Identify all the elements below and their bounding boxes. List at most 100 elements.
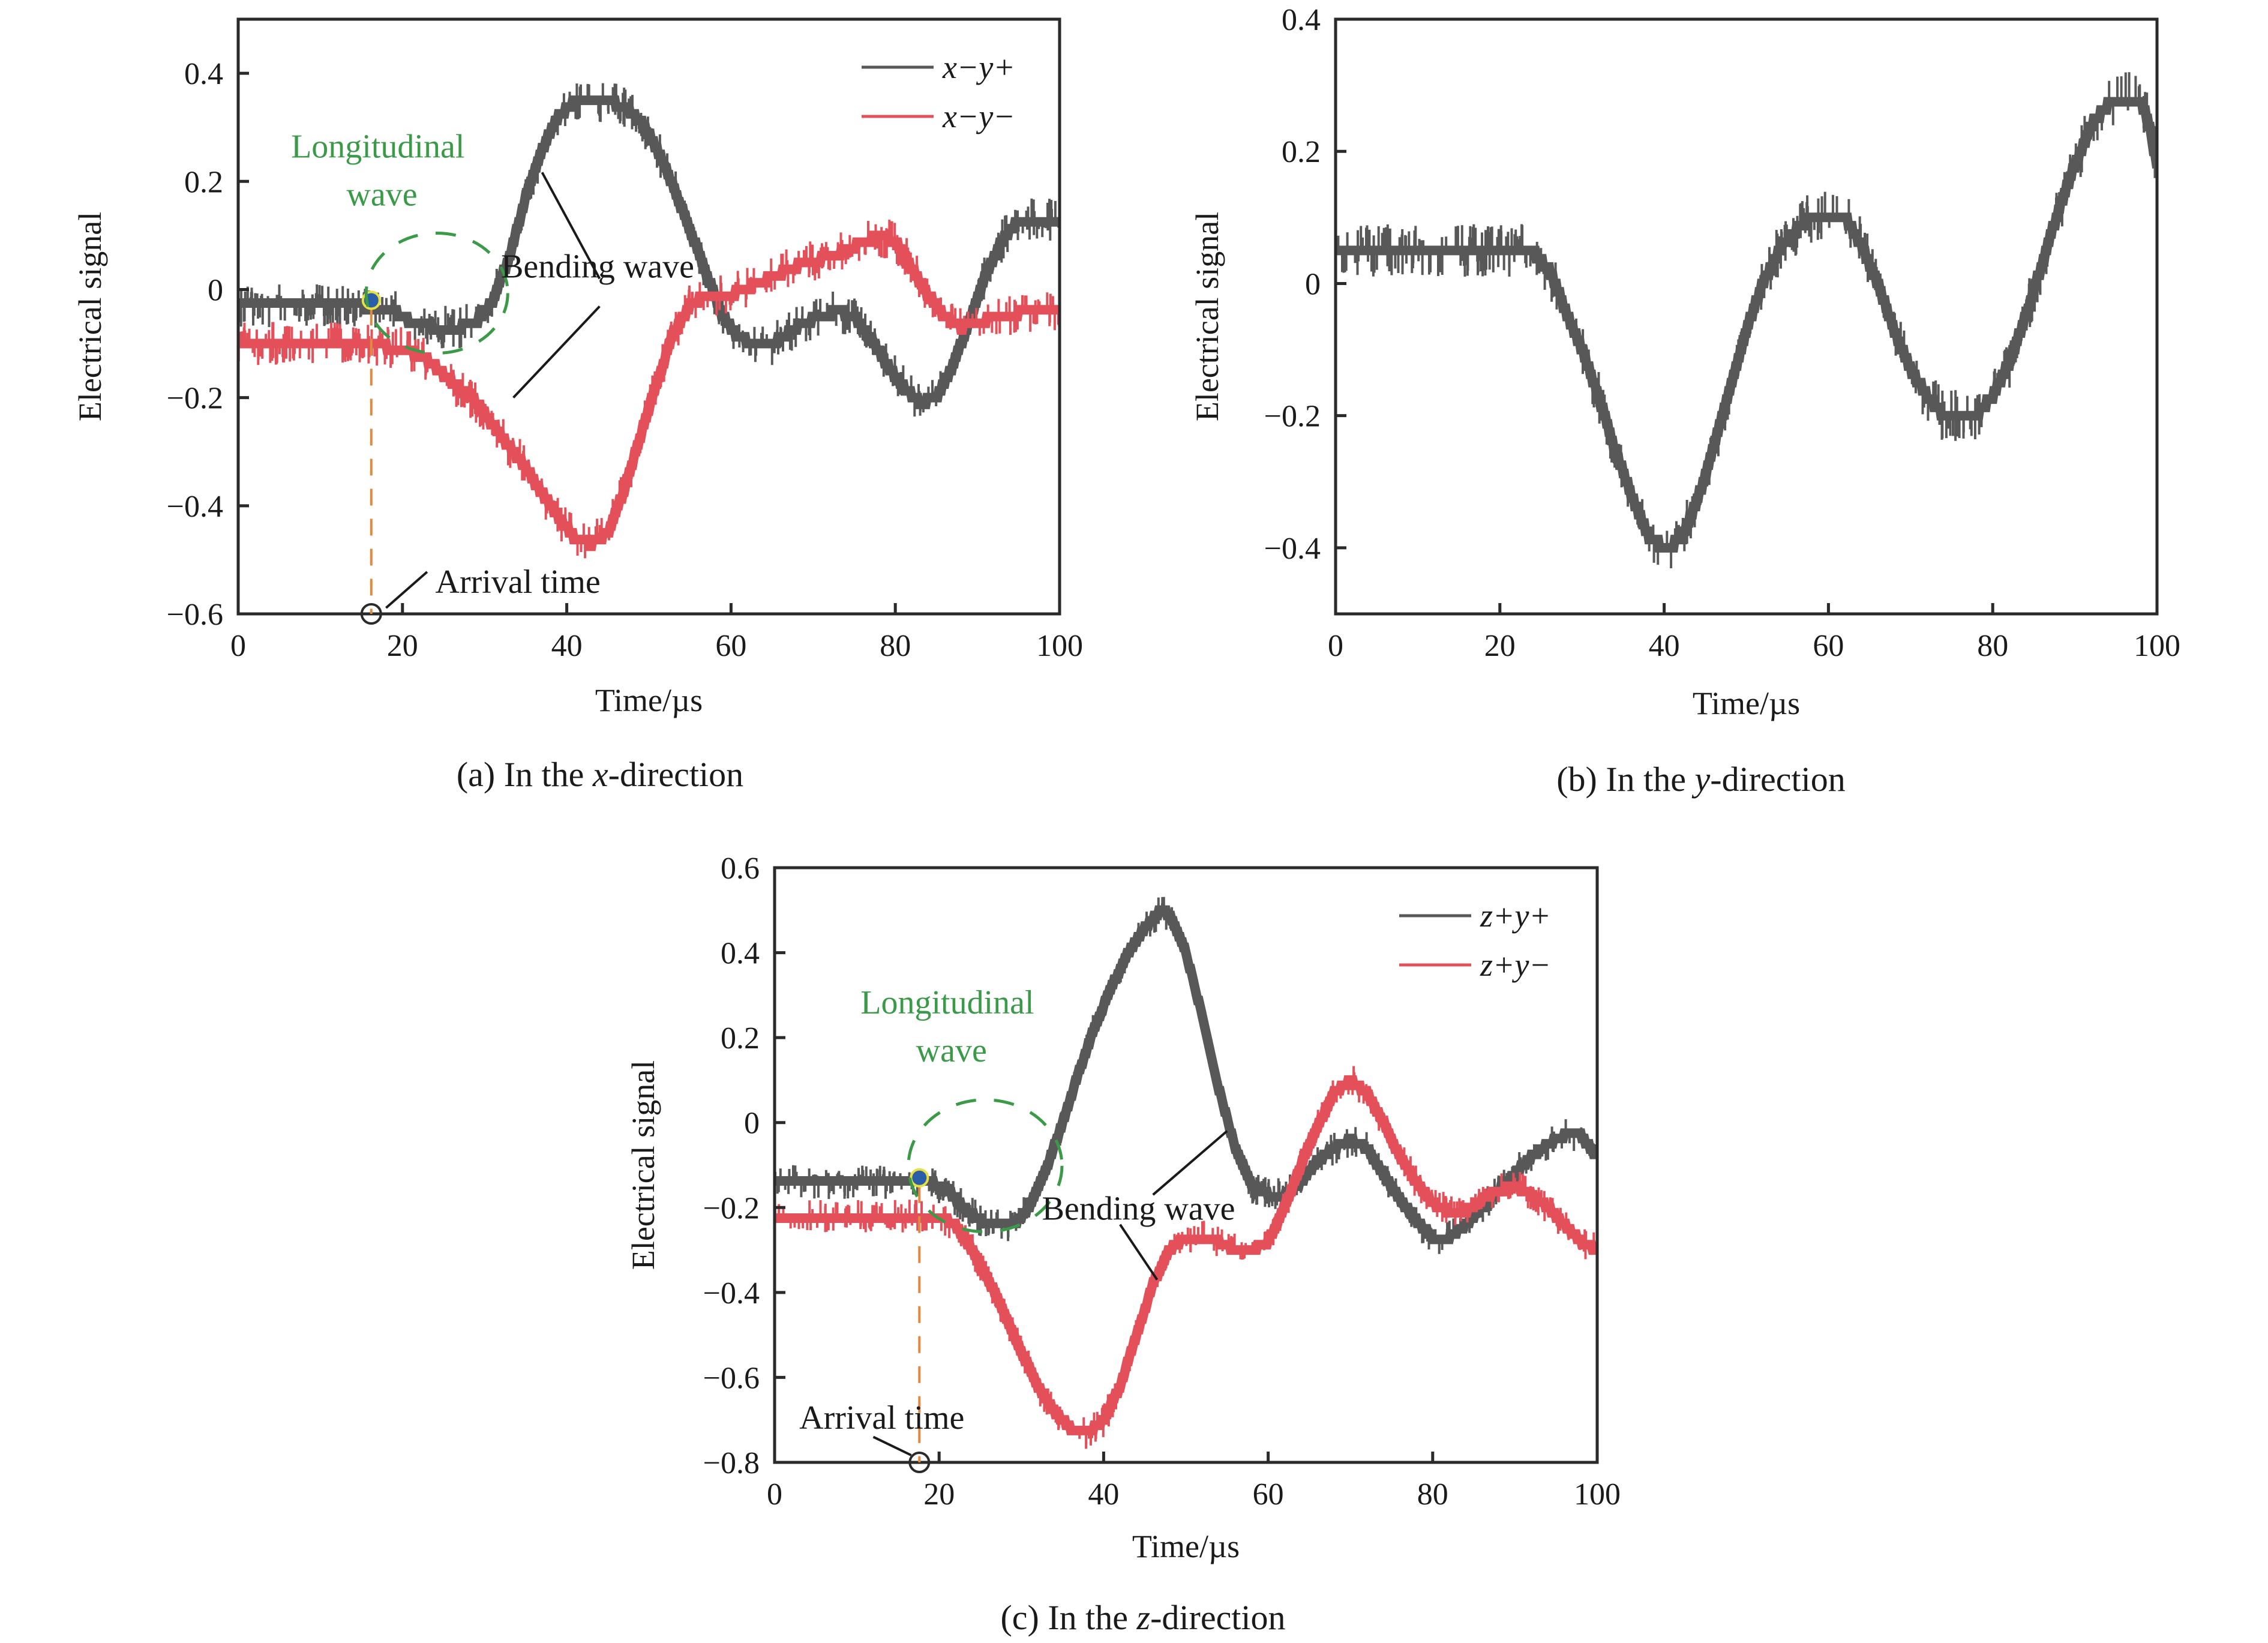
x-tick-label: 0 [230,629,246,663]
arrival-pointer-line [385,571,428,609]
arrival-pointer-line [872,1435,912,1456]
y-tick-label: 0.4 [1282,3,1321,37]
y-tick-label: −0.6 [167,598,223,632]
series-noise [238,83,1060,417]
y-tick-label: −0.6 [703,1361,760,1395]
series-x−y− [238,220,1060,559]
y-tick-label: 0.2 [1282,135,1321,169]
bending-pointer-line [541,172,601,280]
legend-label: x−y+ [942,49,1015,85]
arrival-time-circle-icon [908,1452,931,1473]
plot-frame [1334,17,2159,616]
chart-c: 0 20 40 60 80 100 −0.8 −0.6 −0.4 −0.2 0 0.2 0.4 0.6 Ti… [625,852,1621,1637]
bending-pointer-line [1152,1130,1228,1196]
plot-frame [773,866,1599,1464]
caption-part: (b) In the [1556,760,1694,799]
x-tick-label: 60 [715,629,746,663]
x-tick-label: 20 [1484,629,1516,663]
y-tick-label: −0.2 [1264,400,1321,434]
series-z+y− [775,1066,1597,1449]
caption-part: (c) In the [1000,1598,1136,1637]
x-tick-label: 40 [551,629,583,663]
x-tick-label: 100 [1036,629,1083,663]
x-axis-title: Time/µs [1132,1528,1240,1564]
y-tick-label: 0.4 [184,57,223,91]
series-group [775,897,1597,1449]
y-tick-label: −0.8 [703,1446,760,1480]
x-axis-title: Time/µs [595,682,703,718]
x-axis-title: Time/µs [1693,685,1800,721]
series-y-direction [1336,72,2157,568]
legend: x−y+ x−y− [862,49,1015,134]
longitudinal-wave-ellipse [364,231,509,355]
y-axis-title: Electrical signal [625,1060,661,1270]
figure-caption: (a) In the x-direction [457,755,743,794]
x-tick-label: 40 [1088,1477,1119,1512]
caption-part: -direction [1710,760,1845,799]
y-axis-title: Electrical signal [1189,212,1225,421]
arrival-time-label: Arrival time [799,1399,964,1437]
series-line [1336,97,2157,553]
y-tick-label: 0 [208,273,223,307]
bending-wave-label: Bending wave [501,248,694,285]
x-tick-label: 0 [767,1477,782,1512]
longitudinal-label: Longitudinal [860,984,1034,1021]
y-tick-label: −0.2 [167,382,223,416]
x-tick-label: 0 [1328,629,1343,663]
legend-label: z+y− [1480,947,1551,983]
x-tick-label: 60 [1813,629,1844,663]
series-noise [1337,72,2157,568]
series-noise [775,1066,1595,1449]
arrival-time-circle-icon [360,603,382,625]
y-tick-label: 0 [1305,267,1321,301]
y-tick-label: 0 [744,1107,760,1141]
arrival-time-label: Arrival time [436,563,601,601]
bending-pointer-line [1119,1224,1159,1281]
y-tick-label: 0.2 [184,165,223,199]
x-tick-label: 60 [1253,1477,1284,1512]
chart-a: 0 20 40 60 80 100 −0.6 −0.4 −0.2 0 0.2 0.4 Time/µs El… [72,17,1083,794]
longitudinal-label: wave [346,176,417,213]
y-axis-title: Electrical signal [72,212,108,421]
arrival-marker-icon [910,1168,929,1188]
bending-wave-label: Bending wave [1042,1190,1235,1227]
caption-part: -direction [608,755,743,794]
y-tick-label: 0.6 [721,852,760,886]
caption-part: x [592,755,608,794]
chart-b: 0 20 40 60 80 100 −0.4 −0.2 0 0.2 0.4 Time/µs Electr… [1189,3,2180,799]
series-group [238,83,1060,559]
figure-caption: (b) In the y-direction [1556,760,1846,799]
legend-label: z+y+ [1480,898,1551,934]
annotations: Longitudinal wave Bending wave Arrival time [291,128,694,625]
y-tick-label: 0.4 [721,937,760,971]
y-tick-label: −0.2 [703,1191,760,1225]
figure-caption: (c) In the z-direction [1000,1598,1285,1637]
y-tick-label: −0.4 [1264,532,1321,566]
y-tick-label: −0.4 [167,490,223,524]
x-tick-label: 40 [1649,629,1680,663]
x-tick-label: 80 [880,629,911,663]
x-tick-label: 20 [923,1477,955,1512]
x-tick-label: 80 [1417,1477,1448,1512]
plot-frame [236,17,1061,616]
x-tick-label: 20 [387,629,418,663]
longitudinal-label: Longitudinal [291,128,464,165]
annotations: Longitudinal wave Bending wave Arrival time [799,984,1235,1473]
series-x−y+ [238,83,1060,417]
legend-label: x−y− [942,98,1015,134]
caption-part: y [1692,760,1711,799]
caption-part: (a) In the [457,755,593,794]
y-tick-label: −0.4 [703,1276,760,1311]
y-tick-label: 0.2 [721,1021,760,1056]
legend: z+y+ z+y− [1399,898,1551,983]
x-tick-label: 80 [1977,629,2008,663]
series-group [1336,72,2157,568]
x-tick-label: 100 [2134,629,2180,663]
caption-part: -direction [1150,1598,1285,1637]
series-line [775,1075,1597,1435]
bending-pointer-line [512,305,601,399]
series-noise [238,220,1060,559]
longitudinal-label: wave [916,1032,987,1069]
x-tick-label: 100 [1574,1477,1621,1512]
